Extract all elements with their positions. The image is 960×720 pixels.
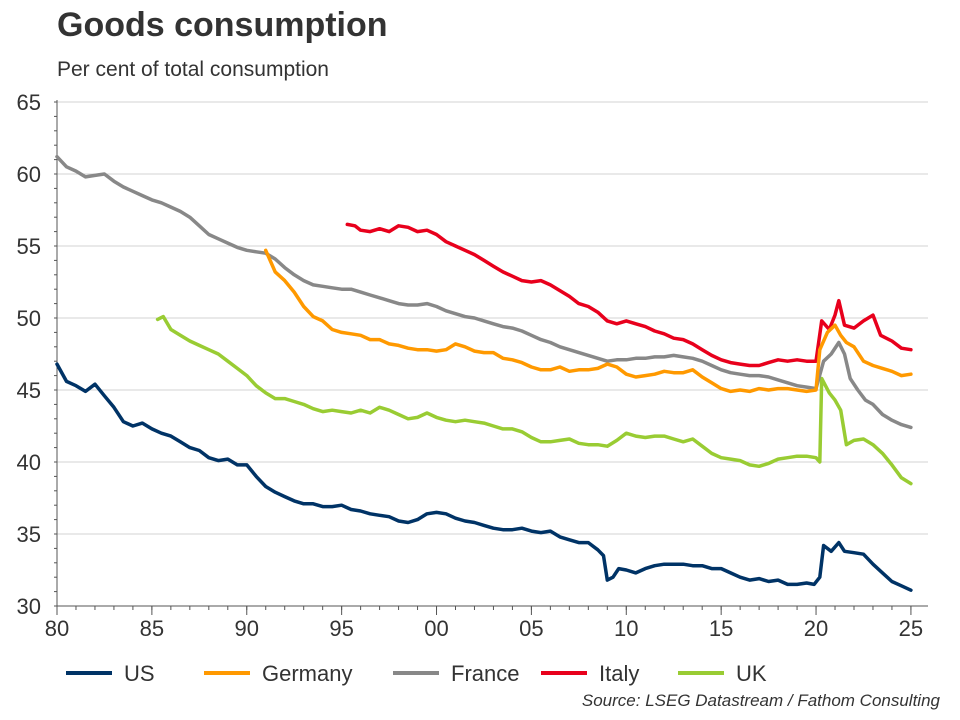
y-tick-label: 45 [17,378,41,403]
source-note: Source: LSEG Datastream / Fathom Consult… [581,691,940,710]
x-tick-label: 10 [614,616,638,641]
legend-label-us: US [124,661,155,686]
legend-label-germany: Germany [262,661,352,686]
x-tick-label: 95 [329,616,353,641]
y-tick-label: 30 [17,594,41,619]
x-tick-label: 05 [519,616,543,641]
x-tick-label: 20 [804,616,828,641]
legend-label-uk: UK [736,661,767,686]
series-line-germany [263,248,913,394]
legend-label-italy: Italy [599,661,639,686]
y-tick-label: 55 [17,234,41,259]
y-tick-label: 40 [17,450,41,475]
y-tick-label: 50 [17,306,41,331]
x-tick-label: 00 [424,616,448,641]
y-tick-label: 35 [17,522,41,547]
x-tick-label: 85 [140,616,164,641]
chart-subtitle: Per cent of total consumption [57,58,329,81]
legend-label-france: France [451,661,519,686]
x-tick-label: 15 [709,616,733,641]
series-line-france [55,154,913,430]
series-line-uk [155,314,913,486]
x-tick-label: 80 [45,616,69,641]
series-line-italy [345,222,913,368]
x-tick-label: 25 [899,616,923,641]
y-tick-label: 60 [17,162,41,187]
series-line-us [55,362,913,592]
chart-title: Goods consumption [57,6,388,44]
y-tick-label: 65 [17,90,41,115]
x-tick-label: 90 [235,616,259,641]
